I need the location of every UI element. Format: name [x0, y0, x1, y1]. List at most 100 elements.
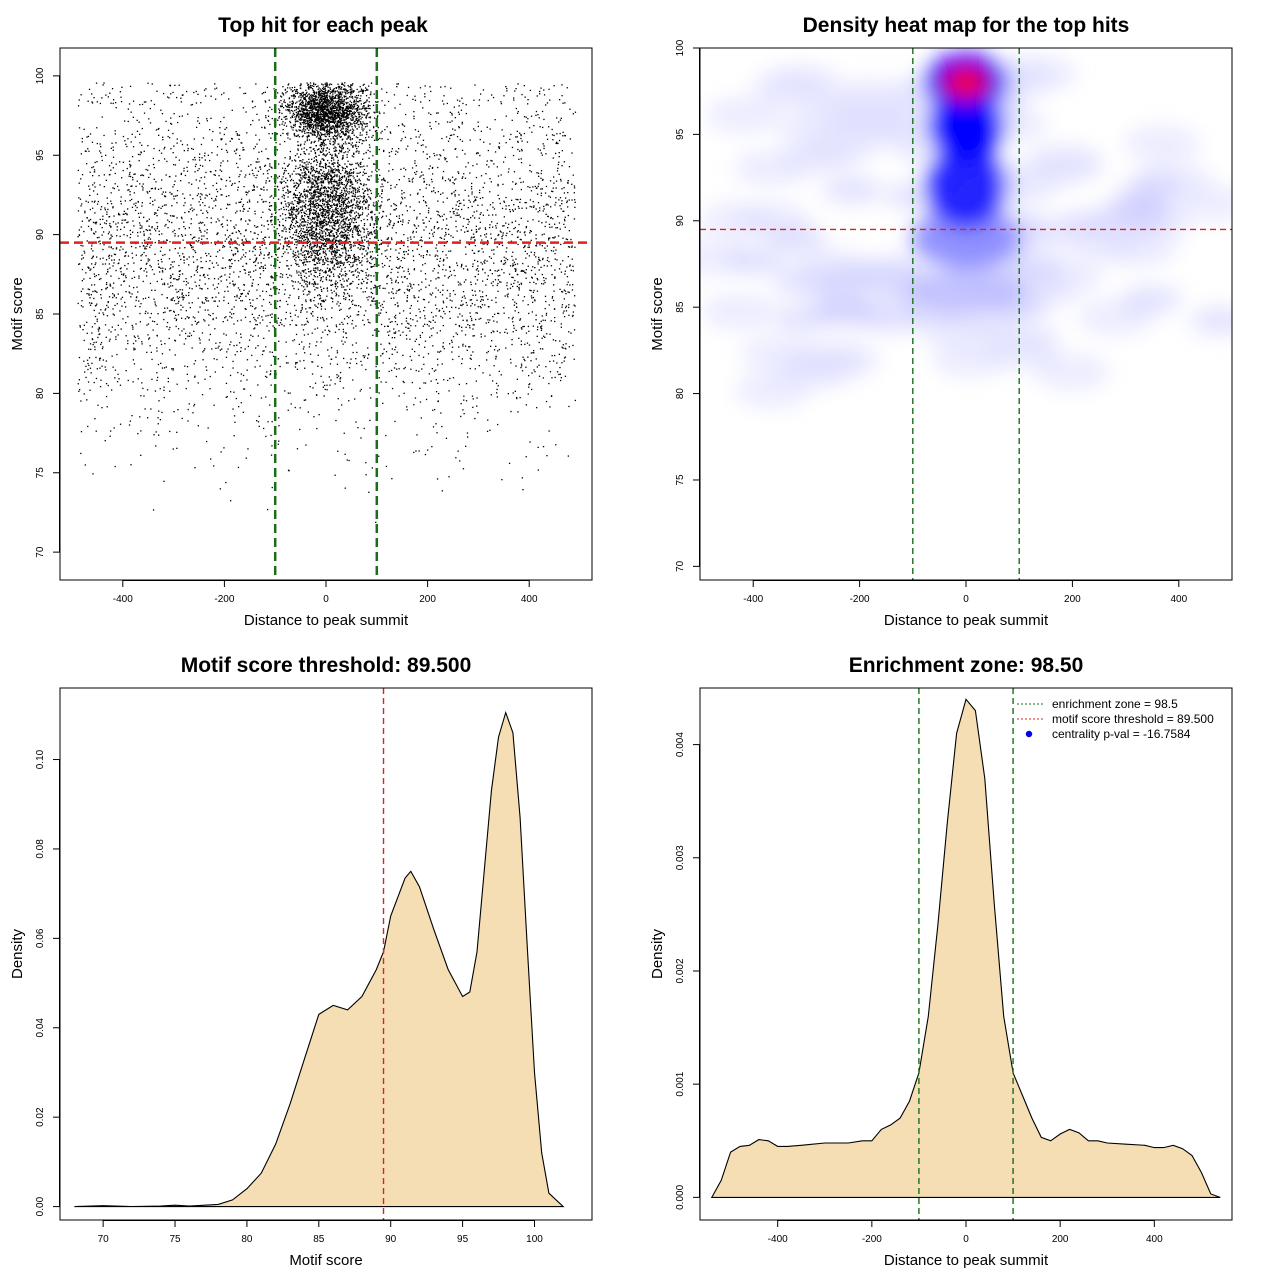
scatter-point	[464, 334, 467, 336]
scatter-point	[330, 211, 333, 213]
scatter-point	[545, 213, 547, 215]
scatter-point	[193, 261, 195, 263]
scatter-point	[402, 310, 405, 312]
scatter-point	[552, 250, 555, 252]
scatter-point	[574, 295, 576, 297]
scatter-point	[199, 204, 201, 206]
scatter-point	[242, 243, 244, 246]
scatter-point	[193, 403, 196, 406]
scatter-point	[560, 180, 562, 182]
scatter-point	[372, 104, 375, 106]
scatter-point	[355, 358, 357, 360]
scatter-point	[405, 326, 407, 328]
scatter-point	[83, 393, 85, 395]
scatter-point	[479, 306, 481, 308]
scatter-point	[296, 153, 298, 155]
scatter-point	[139, 227, 141, 229]
scatter-point	[256, 143, 258, 145]
scatter-point	[376, 101, 378, 103]
scatter-point	[191, 183, 193, 185]
scatter-point	[339, 323, 341, 325]
scatter-point	[194, 375, 196, 377]
scatter-point	[113, 295, 115, 297]
scatter-point	[371, 258, 373, 261]
scatter-point	[463, 217, 465, 220]
scatter-point	[401, 223, 403, 226]
scatter-point	[429, 156, 431, 158]
scatter-point	[181, 273, 184, 275]
scatter-point	[81, 137, 83, 140]
scatter-point	[82, 245, 84, 247]
scatter-point	[269, 373, 272, 375]
scatter-point	[183, 262, 185, 264]
scatter-point	[93, 381, 95, 384]
scatter-point	[497, 146, 500, 148]
scatter-point	[97, 404, 99, 406]
scatter-point	[227, 236, 230, 238]
scatter-point	[414, 162, 416, 164]
scatter-point	[172, 186, 174, 188]
scatter-point	[256, 359, 258, 362]
scatter-point	[230, 391, 232, 393]
scatter-point	[432, 235, 434, 237]
scatter-point	[158, 134, 160, 136]
scatter-point	[148, 225, 150, 227]
scatter-point	[303, 334, 306, 336]
scatter-point	[92, 256, 94, 258]
scatter-point	[184, 202, 186, 204]
scatter-point	[482, 251, 484, 253]
scatter-point	[562, 344, 564, 346]
scatter-point	[537, 261, 539, 263]
scatter-point	[360, 437, 362, 439]
scatter-point	[543, 264, 545, 267]
scatter-point	[138, 160, 140, 162]
scatter-point	[515, 182, 517, 185]
scatter-point	[505, 222, 507, 224]
scatter-point	[503, 272, 505, 274]
scatter-point	[463, 399, 465, 401]
scatter-point	[278, 163, 280, 165]
scatter-point	[148, 164, 150, 167]
scatter-point	[418, 290, 420, 292]
scatter-point	[161, 261, 163, 263]
scatter-point	[190, 104, 192, 106]
scatter-point	[354, 212, 356, 214]
scatter-point	[330, 284, 333, 286]
scatter-point	[135, 254, 137, 256]
scatter-point	[490, 332, 492, 334]
scatter-point	[457, 450, 459, 452]
scatter-point	[170, 299, 172, 301]
scatter-point	[527, 186, 529, 188]
scatter-point	[541, 327, 543, 330]
scatter-point	[405, 334, 408, 336]
scatter-point	[474, 239, 476, 241]
scatter-point	[356, 268, 359, 270]
scatter-point	[441, 294, 444, 296]
scatter-point	[206, 232, 208, 234]
scatter-point	[403, 392, 405, 394]
scatter-point	[189, 332, 191, 334]
scatter-point	[117, 222, 119, 224]
scatter-point	[244, 316, 247, 318]
scatter-point	[78, 182, 80, 184]
scatter-point	[538, 322, 541, 325]
scatter-point	[112, 287, 114, 289]
scatter-point	[243, 92, 245, 95]
scatter-point	[133, 347, 135, 349]
scatter-point	[271, 277, 273, 279]
scatter-point	[160, 187, 162, 190]
scatter-point	[237, 166, 239, 169]
scatter-point	[296, 448, 299, 450]
scatter-point	[161, 293, 163, 296]
scatter-point	[95, 223, 97, 225]
scatter-point	[212, 207, 214, 209]
scatter-point	[308, 293, 310, 295]
scatter-point	[277, 239, 280, 241]
scatter-point	[173, 184, 175, 186]
scatter-point	[225, 149, 228, 152]
scatter-point	[518, 207, 520, 209]
scatter-point	[357, 243, 360, 245]
scatter-point	[380, 309, 382, 311]
scatter-point	[173, 195, 175, 197]
scatter-point	[468, 199, 470, 201]
